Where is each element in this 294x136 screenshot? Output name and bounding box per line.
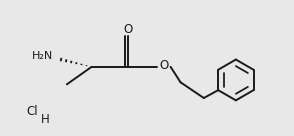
- Text: H₂N: H₂N: [32, 51, 53, 61]
- Text: H: H: [41, 113, 50, 126]
- Text: O: O: [123, 23, 133, 36]
- Text: Cl: Cl: [26, 105, 38, 118]
- Text: O: O: [159, 59, 168, 72]
